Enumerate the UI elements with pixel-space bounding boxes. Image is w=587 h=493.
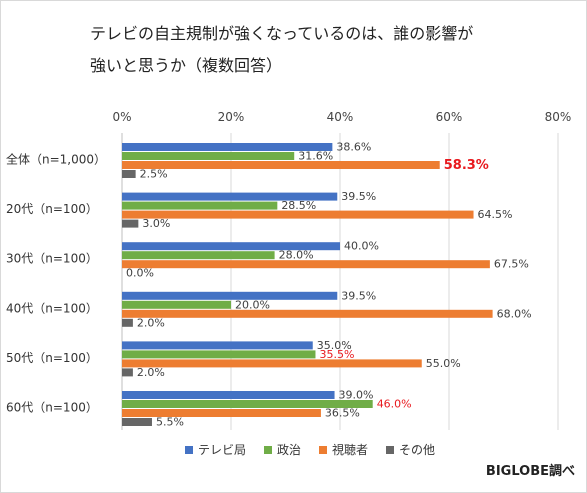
bar-3 — [122, 409, 321, 417]
bar-1 — [122, 143, 333, 151]
x-tick-label: 60% — [436, 110, 463, 124]
bar-2 — [122, 201, 278, 210]
data-label: 31.6% — [298, 150, 333, 163]
source-credit: BIGLOBE調べ — [485, 464, 575, 479]
legend-swatch — [185, 445, 193, 454]
data-label: 68.0% — [497, 307, 532, 320]
bar-2 — [122, 300, 231, 309]
data-label: 28.5% — [281, 199, 316, 212]
bar-1 — [122, 391, 335, 399]
data-label: 5.5% — [156, 416, 184, 429]
x-tick-label: 40% — [327, 110, 354, 124]
data-label: 36.5% — [325, 407, 360, 420]
data-label: 64.5% — [478, 208, 513, 221]
legend-item: テレビ局 — [185, 441, 246, 458]
bar-2 — [122, 152, 295, 160]
x-tick-label: 20% — [218, 110, 245, 124]
bar-3 — [122, 210, 474, 219]
x-tick-label: 0% — [112, 110, 131, 124]
data-label: 2.0% — [137, 316, 165, 329]
category-label: 20代（n=100） — [6, 202, 98, 216]
bar-2 — [122, 350, 316, 359]
category-label: 50代（n=100） — [6, 351, 98, 365]
x-tick-label: 80% — [545, 110, 572, 124]
bar-3 — [122, 309, 493, 318]
legend-swatch — [319, 445, 328, 454]
bar-1 — [122, 192, 338, 201]
bar-3 — [122, 260, 490, 269]
legend-item: 政治 — [264, 441, 301, 458]
legend-label: 視聴者 — [332, 443, 369, 457]
chart-title-line-1: テレビの自主規制が強くなっているのは、誰の影響が — [90, 24, 474, 43]
data-label: 40.0% — [344, 240, 379, 253]
data-label: 2.0% — [137, 366, 165, 379]
data-label: 55.0% — [426, 357, 461, 370]
data-label: 35.0% — [317, 339, 352, 352]
bar-4 — [122, 170, 136, 178]
data-label: 39.5% — [341, 289, 376, 302]
bar-2 — [122, 251, 275, 260]
data-label: 58.3% — [444, 158, 489, 173]
legend-swatch — [386, 445, 395, 454]
category-label: 30代（n=100） — [6, 252, 98, 266]
legend-item: その他 — [386, 441, 435, 458]
legend-label: その他 — [399, 443, 436, 457]
data-label: 46.0% — [377, 398, 412, 411]
legend-label: テレビ局 — [198, 443, 247, 457]
data-label: 35.5% — [319, 348, 354, 361]
bar-1 — [122, 291, 338, 300]
category-label: 全体（n=1,000） — [6, 152, 106, 167]
data-label: 3.0% — [142, 217, 170, 230]
bar-4 — [122, 418, 152, 426]
chart-title-line-2: 強いと思うか（複数回答） — [90, 56, 283, 75]
legend-swatch — [264, 445, 273, 454]
data-label: 38.6% — [336, 141, 371, 154]
legend-item: 視聴者 — [319, 441, 368, 458]
data-label: 28.0% — [279, 249, 314, 262]
bar-4 — [122, 219, 139, 228]
bar-1 — [122, 341, 313, 350]
bar-3 — [122, 161, 440, 169]
data-label: 0.0% — [126, 267, 154, 280]
bar-4 — [122, 318, 133, 327]
chart-legend: テレビ局 政治 視聴者 その他 — [185, 441, 435, 458]
category-label: 60代（n=100） — [6, 401, 98, 415]
data-label: 39.5% — [341, 190, 376, 203]
data-label: 20.0% — [235, 298, 270, 311]
bar-2 — [122, 400, 373, 408]
bar-1 — [122, 242, 340, 251]
category-label: 40代（n=100） — [6, 301, 98, 315]
data-label: 67.5% — [494, 258, 529, 271]
bar-3 — [122, 359, 422, 368]
data-label: 39.0% — [339, 389, 374, 402]
bar-4 — [122, 368, 133, 377]
legend-label: 政治 — [277, 443, 302, 457]
data-label: 2.5% — [140, 168, 168, 181]
